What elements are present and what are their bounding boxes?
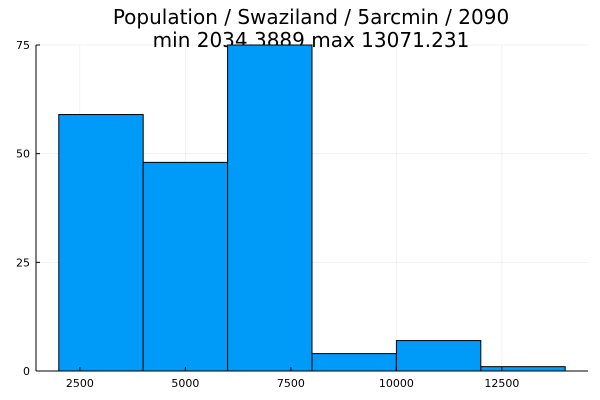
histogram-bar-2 <box>142 161 229 372</box>
tick-labels: 2500 5000 7500 10000 12500 0 25 50 75 <box>16 39 519 390</box>
histogram-bar-4 <box>311 353 397 372</box>
x-tick-label: 10000 <box>379 377 414 390</box>
x-tick-label: 7500 <box>277 377 305 390</box>
x-tick-label: 5000 <box>171 377 199 390</box>
y-tick-label: 50 <box>16 148 30 161</box>
histogram-bars <box>58 44 566 372</box>
histogram-bar-1 <box>58 114 144 372</box>
x-tick-label: 2500 <box>66 377 94 390</box>
y-tick-label: 75 <box>16 39 30 52</box>
chart-title-line-1: Population / Swaziland / 5arcmin / 2090 <box>113 5 509 29</box>
y-tick-label: 25 <box>16 256 30 269</box>
histogram-bar-5 <box>395 340 482 372</box>
x-tick-label: 12500 <box>484 377 519 390</box>
y-tick-label: 0 <box>23 365 30 378</box>
histogram-bar-3 <box>227 44 313 372</box>
plot-axes <box>35 44 588 372</box>
histogram-bar-6 <box>480 366 566 372</box>
